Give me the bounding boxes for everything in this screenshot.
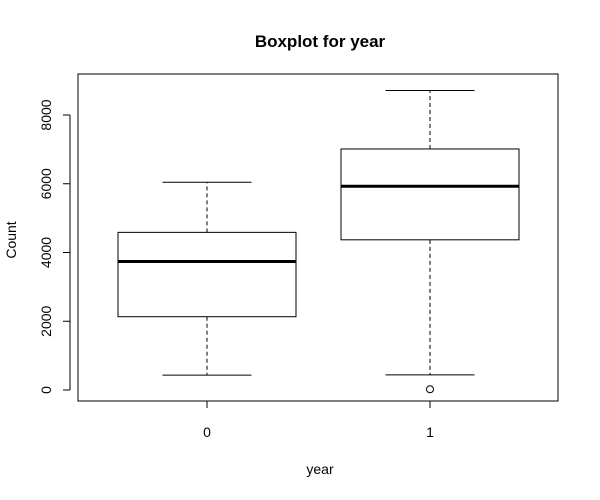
x-tick-label: 0 <box>203 424 211 440</box>
chart-title: Boxplot for year <box>255 32 386 51</box>
box-1 <box>340 89 520 394</box>
y-tick-label: 2000 <box>38 305 54 336</box>
outlier-point <box>426 385 434 394</box>
y-tick-label: 0 <box>38 386 54 394</box>
y-tick-label: 4000 <box>38 237 54 268</box>
iqr-box <box>117 231 297 318</box>
x-tick-label: 1 <box>426 424 434 440</box>
box-group <box>117 89 520 394</box>
y-tick-label: 8000 <box>38 99 54 130</box>
y-tick-label: 6000 <box>38 168 54 199</box>
x-axis-label: year <box>306 461 334 477</box>
iqr-box <box>340 148 520 241</box>
box-0 <box>117 181 297 376</box>
y-axis: 0 2000 4000 6000 8000 <box>38 99 71 394</box>
y-axis-label: Count <box>3 221 19 258</box>
